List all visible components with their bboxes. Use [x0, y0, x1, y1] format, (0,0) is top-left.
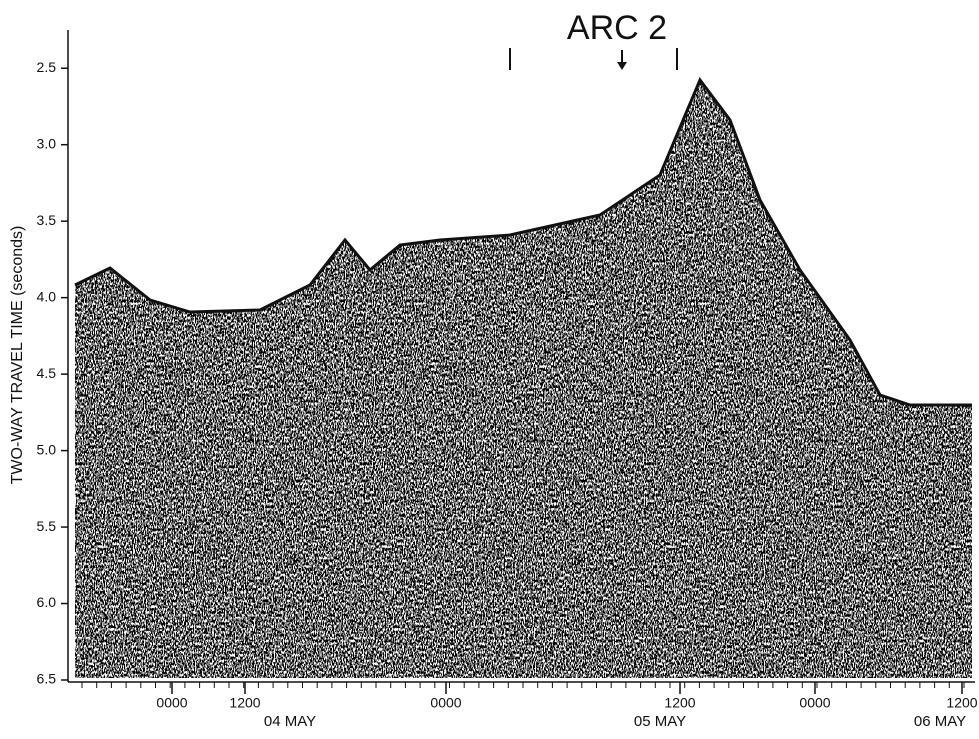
- chart-title: ARC 2: [567, 9, 667, 47]
- x-tick-label: 0000: [799, 695, 830, 711]
- y-axis-label: TWO-WAY TRAVEL TIME (seconds): [9, 226, 26, 485]
- y-tick-label: 4.5: [37, 365, 57, 381]
- y-tick-label: 6.0: [37, 594, 57, 610]
- x-tick-label: 0000: [430, 695, 461, 711]
- y-tick-label: 5.0: [37, 441, 57, 457]
- seafloor-reflector: [74, 77, 972, 407]
- y-tick-label: 2.5: [37, 59, 57, 75]
- date-label: 06 MAY: [914, 713, 966, 730]
- y-tick-label: 3.5: [37, 212, 57, 228]
- x-tick-label: 1200: [664, 695, 695, 711]
- seismic-texture: [75, 80, 972, 678]
- arc-arrow-head: [617, 62, 627, 70]
- x-tick-label: 1200: [229, 695, 260, 711]
- x-tick-label: 0000: [156, 695, 187, 711]
- y-tick-label: 4.0: [37, 288, 57, 304]
- y-tick-label: 3.0: [37, 135, 57, 151]
- y-tick-label: 5.5: [37, 518, 57, 534]
- date-label: 05 MAY: [634, 713, 686, 730]
- x-tick-label: 1200: [946, 695, 977, 711]
- date-label: 04 MAY: [264, 713, 316, 730]
- y-tick-label: 6.5: [37, 671, 57, 687]
